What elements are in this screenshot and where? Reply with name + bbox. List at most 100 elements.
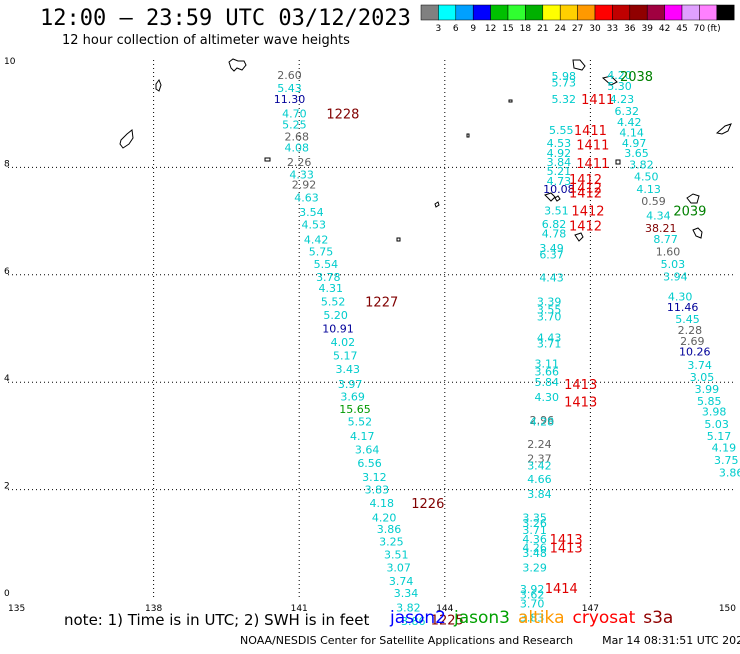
island-outline bbox=[572, 59, 586, 71]
time-annotation: 1226 bbox=[411, 497, 444, 512]
time-annotation: 1412 bbox=[571, 204, 604, 219]
wave-height-label: 11.30 bbox=[274, 93, 306, 106]
wave-height-label: 3.78 bbox=[316, 271, 341, 284]
colorbar-swatch bbox=[507, 4, 526, 21]
wave-height-label: 4.53 bbox=[547, 137, 572, 150]
wave-height-label: 3.62 bbox=[520, 588, 545, 601]
time-annotation: 1225 bbox=[431, 614, 464, 629]
x-tick-label: 150 bbox=[719, 604, 736, 614]
y-tick-label: 2 bbox=[4, 482, 10, 492]
time-annotation: 2038 bbox=[620, 70, 653, 85]
colorbar-label: 18 bbox=[520, 24, 532, 34]
wave-height-label: 0.59 bbox=[641, 195, 666, 208]
island-outline bbox=[264, 157, 271, 162]
island-outline bbox=[715, 123, 732, 135]
wave-height-label: 3.94 bbox=[663, 270, 688, 283]
wave-height-label: 5.84 bbox=[534, 376, 559, 389]
wave-height-label: 2.24 bbox=[527, 438, 552, 451]
time-annotation: 1411 bbox=[576, 157, 609, 172]
x-tick-label: 147 bbox=[582, 604, 599, 614]
wave-height-label: 4.43 bbox=[537, 332, 562, 345]
colorbar-swatch bbox=[646, 4, 665, 21]
colorbar-swatch bbox=[594, 4, 613, 21]
wave-height-label: 10.08 bbox=[543, 183, 575, 196]
wave-height-label: 3.82 bbox=[396, 602, 421, 615]
wave-height-label: 6.82 bbox=[542, 218, 567, 231]
island-outline bbox=[396, 237, 401, 242]
wave-height-label: 3.51 bbox=[384, 549, 409, 562]
wave-height-label: 4.20 bbox=[607, 69, 632, 82]
wave-height-label: 4.20 bbox=[372, 512, 397, 525]
legend-jason2: jason2 bbox=[390, 608, 446, 628]
wave-height-label: 5.25 bbox=[282, 118, 307, 131]
wave-height-label: 4.30 bbox=[534, 391, 559, 404]
footer-note: note: 1) Time is in UTC; 2) SWH is in fe… bbox=[64, 611, 370, 629]
colorbar-label: 33 bbox=[607, 24, 618, 34]
wave-height-label: 4.70 bbox=[282, 108, 307, 121]
colorbar-swatch bbox=[716, 4, 735, 21]
time-annotation: 1411 bbox=[576, 138, 609, 153]
colorbar-label: 45 bbox=[676, 24, 687, 34]
satellite-legend: jason2 jason3 altika cryosat s3a bbox=[390, 608, 681, 628]
wave-height-label: 1.60 bbox=[656, 246, 681, 259]
colorbar-swatch bbox=[664, 4, 683, 21]
wave-height-label: 5.45 bbox=[675, 313, 700, 326]
wave-height-label: 4.28 bbox=[530, 415, 555, 428]
time-annotation: 1411 bbox=[581, 93, 614, 108]
time-annotation: 1413 bbox=[564, 378, 597, 393]
page-subtitle: 12 hour collection of altimeter wave hei… bbox=[62, 33, 350, 48]
wave-height-label: 5.73 bbox=[551, 77, 576, 90]
island-outline bbox=[544, 192, 556, 202]
colorbar-label: 21 bbox=[537, 24, 548, 34]
wave-height-label: 4.31 bbox=[318, 282, 343, 295]
colorbar-label: 12 bbox=[485, 24, 496, 34]
wave-height-label: 3.86 bbox=[719, 466, 740, 479]
wave-height-label: 5.20 bbox=[323, 309, 348, 322]
wave-height-label: 3.25 bbox=[379, 536, 404, 549]
wave-height-label: 4.97 bbox=[622, 137, 647, 150]
wave-height-label: 15.65 bbox=[339, 403, 371, 416]
island-outline bbox=[466, 133, 470, 138]
time-annotation: 1412 bbox=[569, 173, 602, 188]
wave-height-label: 4.34 bbox=[646, 210, 671, 223]
colorbar-swatch bbox=[420, 4, 439, 21]
wave-height-label: 3.71 bbox=[522, 524, 547, 537]
wave-height-label: 5.03 bbox=[704, 418, 729, 431]
timestamp: Mar 14 08:31:51 UTC 2023 bbox=[602, 634, 740, 647]
colorbar-label: 39 bbox=[641, 24, 653, 34]
colorbar-swatch bbox=[699, 4, 718, 21]
wave-height-label: 4.08 bbox=[285, 142, 310, 155]
wave-height-label: 3.39 bbox=[537, 296, 562, 309]
colorbar-swatch bbox=[612, 4, 631, 21]
wave-height-label: 3.65 bbox=[624, 147, 649, 160]
island-outline bbox=[434, 201, 440, 208]
wave-height-label: 2.28 bbox=[678, 324, 703, 337]
wave-height-label: 4.13 bbox=[636, 183, 661, 196]
wave-height-label: 4.14 bbox=[619, 126, 644, 139]
colorbar-label: 36 bbox=[624, 24, 636, 34]
wave-height-label: 4.33 bbox=[289, 168, 314, 181]
colorbar-label: 70 bbox=[694, 24, 706, 34]
legend-s3a: s3a bbox=[643, 608, 674, 628]
colorbar-label: 30 bbox=[589, 24, 601, 34]
wave-height-label: 3.99 bbox=[695, 383, 720, 396]
colorbar-swatch bbox=[681, 4, 700, 21]
wave-height-label: 2.26 bbox=[287, 156, 312, 169]
wave-height-label: 5.55 bbox=[549, 124, 574, 137]
time-annotation: 1413 bbox=[550, 542, 583, 557]
wave-height-label: 3.71 bbox=[537, 338, 562, 351]
wave-height-label: 6.32 bbox=[615, 105, 640, 118]
island-outline bbox=[692, 227, 703, 239]
time-annotation: 1227 bbox=[365, 296, 398, 311]
legend-cryosat: cryosat bbox=[572, 608, 636, 628]
wave-height-label: 3.54 bbox=[299, 206, 324, 219]
colorbar-label: (ft) bbox=[707, 24, 721, 34]
wave-height-label: 4.23 bbox=[610, 93, 635, 106]
wave-height-label: 3.74 bbox=[389, 575, 414, 588]
wave-height-label: 3.70 bbox=[520, 597, 545, 610]
wave-height-labels: 2.605.4311.304.705.252.684.082.264.332.9… bbox=[274, 69, 740, 628]
wave-height-label: 4.19 bbox=[712, 442, 737, 455]
wave-height-label: 2.92 bbox=[292, 179, 317, 192]
